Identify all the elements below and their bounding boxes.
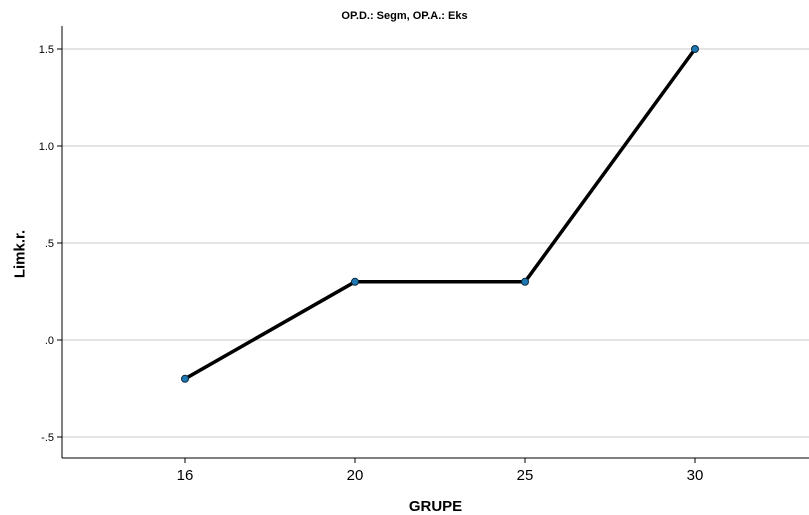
x-axis-label: GRUPE bbox=[62, 498, 809, 515]
x-ticks: 16 20 25 30 bbox=[177, 458, 704, 484]
x-tick-label: 20 bbox=[347, 467, 364, 484]
y-tick-label: .5 bbox=[45, 238, 54, 250]
series bbox=[182, 46, 699, 383]
y-axis-label: Limk.r. bbox=[12, 230, 29, 278]
y-tick-label: 1.5 bbox=[39, 44, 54, 56]
data-point-marker bbox=[692, 46, 699, 53]
axes bbox=[62, 26, 809, 458]
x-tick-label: 25 bbox=[517, 467, 534, 484]
y-ticks: -.5 .0 .5 1.0 1.5 bbox=[39, 44, 62, 444]
y-tick-label: -.5 bbox=[41, 432, 54, 444]
series-line bbox=[185, 49, 695, 379]
x-tick-label: 16 bbox=[177, 467, 194, 484]
y-tick-label: 1.0 bbox=[39, 141, 54, 153]
data-point-marker bbox=[182, 375, 189, 382]
gridlines bbox=[62, 49, 809, 437]
x-tick-label: 30 bbox=[687, 467, 704, 484]
data-point-marker bbox=[522, 278, 529, 285]
y-tick-label: .0 bbox=[45, 335, 54, 347]
data-point-marker bbox=[352, 278, 359, 285]
